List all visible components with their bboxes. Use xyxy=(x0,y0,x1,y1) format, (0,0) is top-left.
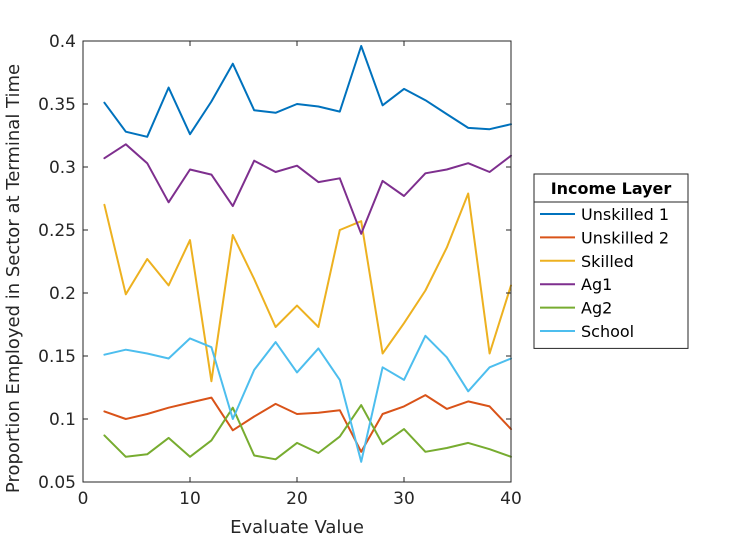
y-tick-label: 0.05 xyxy=(38,473,76,493)
y-tick-label: 0.25 xyxy=(38,221,76,241)
legend-label: Ag2 xyxy=(581,299,612,318)
y-tick-label: 0.3 xyxy=(49,158,76,178)
legend-label: Skilled xyxy=(581,252,634,271)
y-tick-label: 0.1 xyxy=(49,410,76,430)
legend: Income Layer Unskilled 1 Unskilled 2 Skill… xyxy=(533,173,689,349)
series-line-ag1 xyxy=(103,143,512,235)
series-line-skilled xyxy=(103,192,512,383)
series-line-school xyxy=(103,334,512,463)
x-tick-label: 10 xyxy=(179,489,201,509)
x-tick-label: 0 xyxy=(78,489,89,509)
x-axis-title: Evaluate Value xyxy=(230,517,364,538)
series-line-ag2 xyxy=(103,404,512,461)
axes-layer: 0 10 20 30 40 0.05 0.1 0.15 0.2 0.25 0.3 0.35 0.4 xyxy=(38,32,522,509)
legend-label: School xyxy=(581,322,634,341)
series-layer xyxy=(103,45,512,463)
plot-area xyxy=(83,41,511,482)
y-tick-label: 0.2 xyxy=(49,284,76,304)
legend-label: Ag1 xyxy=(581,275,612,294)
series-line-unskilled-1 xyxy=(103,45,512,138)
x-tick-label: 40 xyxy=(500,489,522,509)
x-tick-label: 20 xyxy=(286,489,308,509)
legend-label: Unskilled 2 xyxy=(581,228,669,247)
y-tick-label: 0.15 xyxy=(38,347,76,367)
plot-background xyxy=(83,41,511,482)
series-line-unskilled-2 xyxy=(103,394,512,453)
legend-label: Unskilled 1 xyxy=(581,205,669,224)
y-axis-title: Proportion Employed in Sector at Termina… xyxy=(3,64,24,493)
legend-title: Income Layer xyxy=(551,179,672,198)
y-tick-label: 0.35 xyxy=(38,95,76,115)
y-tick-label: 0.4 xyxy=(49,32,76,52)
x-tick-label: 30 xyxy=(393,489,415,509)
